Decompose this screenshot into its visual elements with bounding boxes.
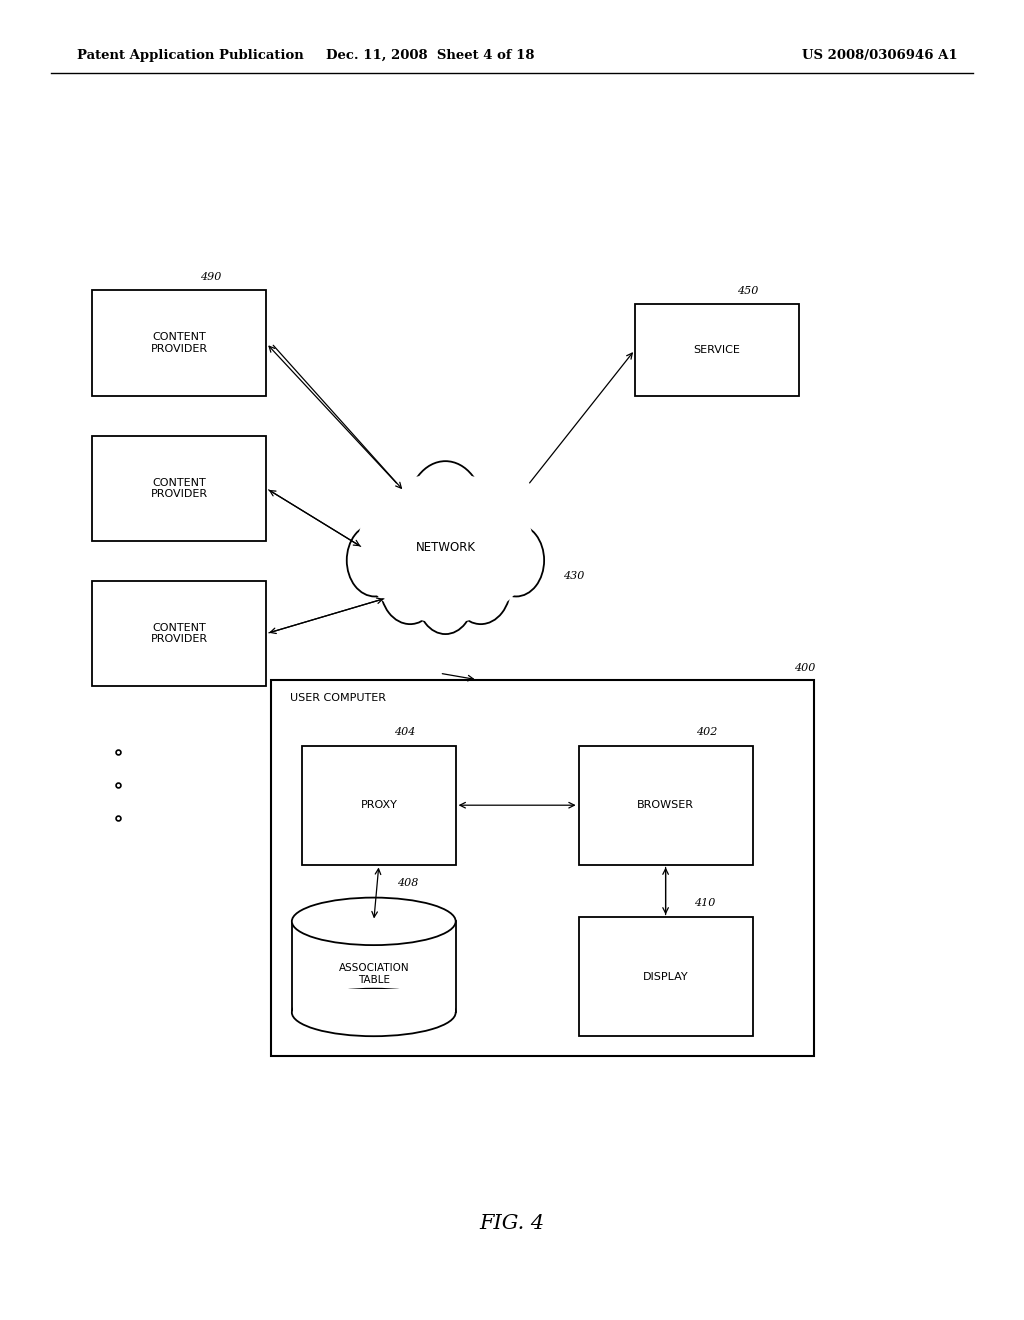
Bar <box>293 989 455 1012</box>
Ellipse shape <box>292 898 456 945</box>
Circle shape <box>380 546 440 624</box>
Bar <box>293 945 455 1011</box>
Text: US 2008/0306946 A1: US 2008/0306946 A1 <box>802 49 957 62</box>
Text: FIG. 4: FIG. 4 <box>479 1214 545 1233</box>
Text: 410: 410 <box>694 898 716 908</box>
Bar <box>579 917 753 1036</box>
Text: SERVICE: SERVICE <box>693 345 740 355</box>
Circle shape <box>347 524 402 597</box>
Text: 408: 408 <box>397 878 419 888</box>
Text: CONTENT
PROVIDER: CONTENT PROVIDER <box>151 333 208 354</box>
Text: 430: 430 <box>563 570 585 581</box>
Text: CONTENT
PROVIDER: CONTENT PROVIDER <box>151 478 208 499</box>
Circle shape <box>488 524 544 597</box>
Text: CONTENT
PROVIDER: CONTENT PROVIDER <box>151 623 208 644</box>
Text: Patent Application Publication: Patent Application Publication <box>77 49 303 62</box>
Text: 450: 450 <box>737 285 759 296</box>
Bar <box>92 290 266 396</box>
Text: Dec. 11, 2008  Sheet 4 of 18: Dec. 11, 2008 Sheet 4 of 18 <box>326 49 535 62</box>
Circle shape <box>408 461 483 560</box>
Circle shape <box>451 546 511 624</box>
Circle shape <box>418 562 473 634</box>
Text: 402: 402 <box>696 726 718 737</box>
Text: 400: 400 <box>794 663 815 673</box>
Bar <box>292 921 456 1012</box>
Bar <box>302 746 456 865</box>
Ellipse shape <box>328 422 563 673</box>
Text: PROXY: PROXY <box>360 800 397 810</box>
Bar <box>92 581 266 686</box>
Bar <box>271 680 814 1056</box>
Text: 490: 490 <box>200 272 221 282</box>
Text: BROWSER: BROWSER <box>637 800 694 810</box>
Text: ASSOCIATION
TABLE: ASSOCIATION TABLE <box>339 964 409 985</box>
Ellipse shape <box>292 989 456 1036</box>
Bar <box>635 304 799 396</box>
Bar <box>92 436 266 541</box>
Bar <box>579 746 753 865</box>
Ellipse shape <box>357 473 534 623</box>
Circle shape <box>457 490 517 568</box>
Text: USER COMPUTER: USER COMPUTER <box>290 693 386 704</box>
Text: 404: 404 <box>394 726 416 737</box>
Text: NETWORK: NETWORK <box>416 541 475 554</box>
Text: DISPLAY: DISPLAY <box>643 972 688 982</box>
Circle shape <box>374 490 434 568</box>
